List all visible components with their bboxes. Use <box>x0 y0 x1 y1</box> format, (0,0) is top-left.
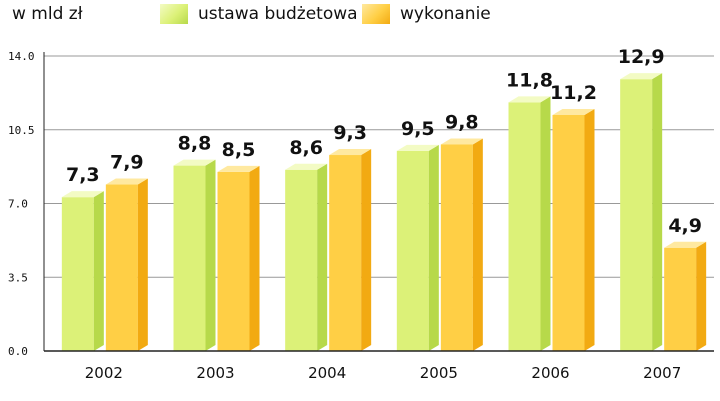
bar-budget-2005 <box>396 150 429 351</box>
bar-top-budget-2003 <box>173 159 216 166</box>
bar-budget-2004 <box>285 169 318 351</box>
value-label-execution-2004: 9,3 <box>333 122 367 144</box>
legend-item-execution: wykonanie <box>362 4 491 24</box>
category-label-2007: 2007 <box>643 364 681 382</box>
bar-budget-2007 <box>620 79 653 351</box>
bar-top-execution-2003 <box>217 165 260 172</box>
bar-top-execution-2002 <box>105 178 148 185</box>
bar-budget-2003 <box>173 165 206 351</box>
value-label-execution-2003: 8,5 <box>222 139 256 161</box>
value-label-execution-2006: 11,2 <box>550 82 597 104</box>
category-label-2005: 2005 <box>420 364 458 382</box>
value-label-execution-2005: 9,8 <box>445 112 479 134</box>
legend: w mld zł ustawa budżetowa wykonanie <box>0 0 720 34</box>
bar-side-budget-2003 <box>205 159 216 351</box>
bar-budget-2002 <box>61 197 94 351</box>
y-tick-label: 7.0 <box>8 198 28 211</box>
bar-execution-2004 <box>329 155 362 351</box>
bar-side-budget-2006 <box>540 96 551 351</box>
value-label-budget-2007: 12,9 <box>618 46 665 68</box>
legend-label-budget: ustawa budżetowa <box>198 4 358 24</box>
bar-top-execution-2007 <box>664 241 707 248</box>
category-label-2006: 2006 <box>531 364 569 382</box>
legend-item-budget: ustawa budżetowa <box>160 4 358 24</box>
y-tick-label: 10.5 <box>8 124 35 137</box>
bar-execution-2007 <box>664 247 697 351</box>
category-label-2002: 2002 <box>85 364 123 382</box>
value-label-budget-2004: 8,6 <box>289 137 323 159</box>
bar-side-budget-2004 <box>317 163 328 351</box>
bar-budget-2006 <box>508 102 541 351</box>
bar-side-budget-2002 <box>93 191 104 351</box>
bar-side-execution-2005 <box>472 138 483 351</box>
legend-label-execution: wykonanie <box>400 4 491 24</box>
bar-top-budget-2005 <box>396 144 439 151</box>
bar-top-budget-2004 <box>285 163 328 170</box>
bar-top-budget-2006 <box>508 96 551 103</box>
legend-swatch-execution <box>362 4 390 24</box>
bar-top-execution-2005 <box>440 138 483 145</box>
value-label-budget-2003: 8,8 <box>178 133 212 155</box>
category-label-2004: 2004 <box>308 364 346 382</box>
bar-execution-2006 <box>552 115 585 351</box>
bar-execution-2003 <box>217 171 250 351</box>
bar-side-budget-2007 <box>652 73 663 351</box>
bar-top-execution-2006 <box>552 109 595 115</box>
y-tick-label: 14.0 <box>8 50 35 63</box>
value-label-budget-2005: 9,5 <box>401 118 435 140</box>
bar-side-execution-2006 <box>584 109 595 351</box>
unit-label: w mld zł <box>12 4 83 24</box>
value-label-budget-2002: 7,3 <box>66 164 100 186</box>
bar-top-budget-2002 <box>61 191 104 198</box>
value-label-execution-2002: 7,9 <box>110 152 144 174</box>
value-label-budget-2006: 11,8 <box>506 69 553 91</box>
y-tick-label: 3.5 <box>8 271 28 284</box>
category-label-2003: 2003 <box>196 364 234 382</box>
bar-side-execution-2007 <box>696 241 707 351</box>
bar-execution-2005 <box>440 144 473 351</box>
bar-side-execution-2004 <box>361 149 372 351</box>
bar-side-budget-2005 <box>428 144 439 351</box>
bar-top-budget-2007 <box>620 73 663 80</box>
y-tick-label: 0.0 <box>8 345 28 358</box>
bar-execution-2002 <box>105 184 138 351</box>
legend-swatch-budget <box>160 4 188 24</box>
bar-top-execution-2004 <box>329 149 372 156</box>
value-label-execution-2007: 4,9 <box>668 215 702 237</box>
bar-side-execution-2002 <box>137 178 148 351</box>
bar-side-execution-2003 <box>249 165 260 351</box>
